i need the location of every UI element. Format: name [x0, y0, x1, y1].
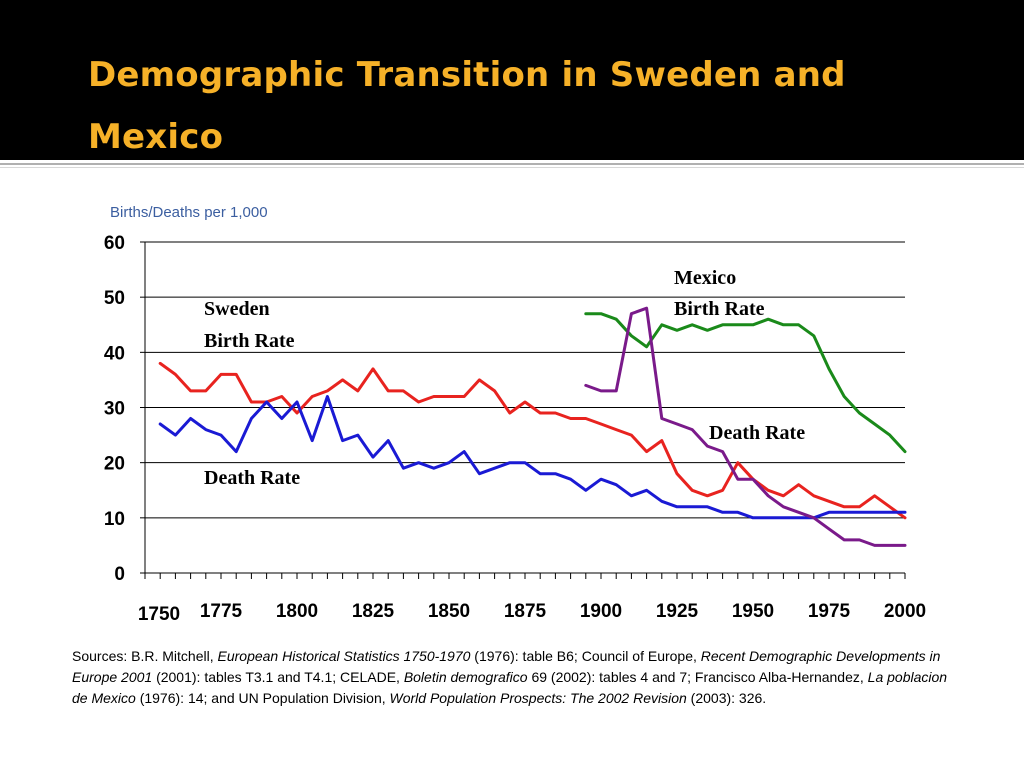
x-tick-label: 1775	[200, 601, 243, 622]
y-tick-label: 50	[104, 288, 125, 309]
sources-title: World Population Prospects: The 2002 Rev…	[389, 690, 687, 706]
sources-title: La poblacion de Mexico	[72, 669, 948, 706]
sources-part: (1976): table B6; Council of Europe,	[470, 648, 701, 664]
slide-title: Demographic Transition in Sweden and Mex…	[88, 55, 846, 157]
x-tick-label: 1925	[656, 601, 699, 622]
annotations: Sweden Birth Rate Death Rate Mexico Birt…	[204, 267, 805, 489]
annotation-sweden-birth-line1: Sweden	[204, 298, 270, 320]
title-divider-thin	[0, 167, 1024, 168]
demographic-line-chart: 1750 1775 1800 1825 1850 1875 1900 1925 1950 1975…	[104, 233, 926, 625]
x-tick-label: 1750	[138, 604, 180, 625]
annotation-sweden-death: Death Rate	[204, 467, 300, 489]
x-tick-label: 1850	[428, 601, 470, 622]
y-tick-label: 40	[104, 343, 125, 364]
sources-part: (1976): 14; and UN Population Division,	[135, 690, 390, 706]
sources-part: (2001): tables T3.1 and T4.1; CELADE,	[152, 669, 404, 685]
sources-title: European Historical Statistics 1750-1970	[217, 648, 471, 664]
y-tick-label: 30	[104, 399, 125, 420]
sources-text: Sources: B.R. Mitchell, European Histori…	[72, 646, 962, 709]
sources-title: Recent Demographic Developments in Europ…	[72, 648, 941, 685]
annotation-mexico-birth-line2: Birth Rate	[674, 298, 765, 320]
title-bar: Demographic Transition in Sweden and Mex…	[0, 0, 1024, 160]
x-tick-label: 2000	[884, 601, 926, 622]
x-tick-label: 1875	[504, 601, 547, 622]
annotation-sweden-birth-line2: Birth Rate	[204, 330, 295, 352]
sources-part: 69 (2002): tables 4 and 7; Francisco Alb…	[527, 669, 868, 685]
y-tick-label: 20	[104, 454, 125, 475]
x-tick-label: 1900	[580, 601, 622, 622]
sources-part: Sources: B.R. Mitchell,	[72, 648, 218, 664]
x-tick-label: 1800	[276, 601, 318, 622]
series-line-sweden-birth	[158, 361, 907, 520]
x-tick-label: 1950	[732, 601, 774, 622]
series-line-mexico-birth	[584, 312, 907, 454]
series-line-sweden-death	[158, 395, 907, 520]
y-tick-label: 10	[104, 509, 125, 530]
annotation-mexico-birth-line1: Mexico	[674, 267, 736, 289]
x-tick-label: 1825	[352, 601, 395, 622]
series-lines	[158, 306, 907, 547]
series-line-mexico-death	[584, 306, 907, 547]
y-tick-label: 0	[114, 564, 125, 585]
sources-title: Boletin demografico	[403, 669, 528, 685]
title-divider	[0, 163, 1024, 165]
y-axis-ticks: 0 10 20 30 40 50 60	[104, 233, 145, 585]
y-tick-label: 60	[104, 233, 125, 254]
x-axis-ticks: 1750 1775 1800 1825 1850 1875 1900 1925 1950 1975…	[138, 573, 926, 625]
sources-part: (2003): 326.	[686, 690, 767, 706]
y-axis-label: Births/Deaths per 1,000	[110, 204, 268, 221]
annotation-mexico-death: Death Rate	[709, 422, 805, 444]
x-tick-label: 1975	[808, 601, 851, 622]
